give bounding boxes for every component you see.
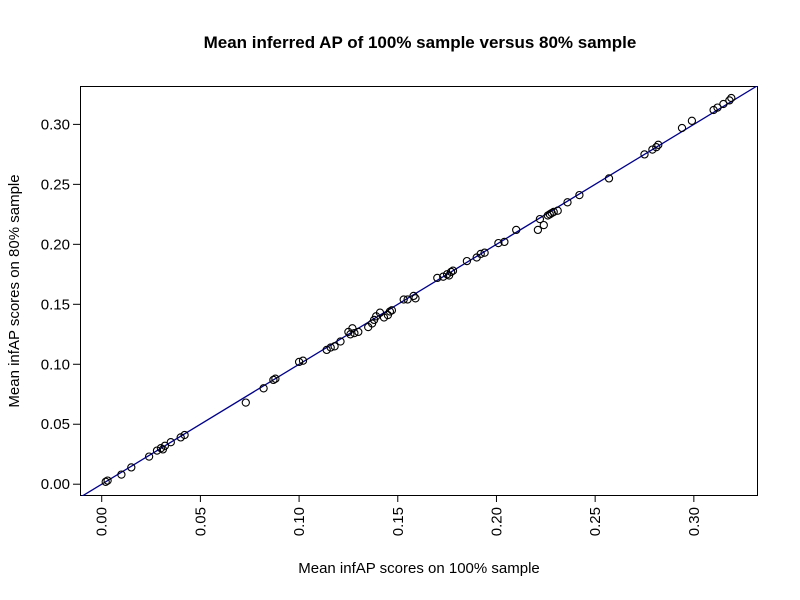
- data-point: [535, 214, 545, 224]
- data-point: [719, 99, 728, 109]
- x-tick-label: 0.05: [192, 507, 209, 536]
- data-point: [713, 103, 722, 112]
- data-point: [336, 337, 345, 346]
- data-point: [385, 307, 395, 316]
- data-point: [399, 295, 408, 304]
- data-point: [117, 470, 126, 479]
- data-point: [103, 476, 112, 485]
- data-point: [326, 343, 335, 352]
- data-point: [241, 398, 250, 407]
- data-point: [375, 308, 385, 317]
- data-points: [101, 93, 736, 486]
- data-point: [512, 225, 521, 235]
- data-point: [409, 291, 418, 301]
- data-point: [575, 190, 584, 200]
- data-point: [387, 306, 397, 315]
- data-point: [411, 294, 420, 303]
- data-point: [322, 345, 331, 355]
- data-point: [604, 174, 614, 183]
- data-point: [298, 356, 308, 365]
- x-tick-label: 0.30: [686, 507, 703, 536]
- y-axis: 0.00 0.05 0.10 0.15 0.20 0.25 0.30: [41, 116, 80, 493]
- data-point: [446, 267, 456, 277]
- y-tick-label: 0.20: [41, 236, 70, 253]
- y-tick-label: 0.25: [41, 176, 70, 193]
- data-point: [350, 328, 359, 338]
- x-tick-label: 0.10: [291, 507, 308, 536]
- data-point: [652, 143, 661, 152]
- data-point: [725, 96, 734, 105]
- data-point: [433, 273, 442, 283]
- data-point: [476, 249, 485, 259]
- data-point: [462, 256, 472, 266]
- data-point: [640, 150, 649, 159]
- data-point: [403, 295, 412, 304]
- chart-title: Mean inferred AP of 100% sample versus 8…: [204, 33, 637, 52]
- x-axis-label: Mean infAP scores on 100% sample: [298, 560, 540, 577]
- data-point: [180, 430, 189, 440]
- x-tick-label: 0.00: [94, 507, 111, 536]
- data-point: [101, 477, 110, 486]
- y-tick-label: 0.10: [41, 356, 70, 373]
- x-axis: 0.00 0.05 0.10 0.15 0.20 0.25 0.30: [94, 495, 703, 536]
- data-point: [330, 342, 339, 351]
- x-tick-label: 0.25: [587, 507, 604, 536]
- y-tick-label: 0.05: [41, 416, 70, 433]
- data-point: [549, 207, 558, 217]
- data-point: [677, 123, 687, 133]
- data-point: [354, 327, 363, 337]
- plot-frame: [80, 86, 758, 496]
- data-point: [271, 374, 280, 383]
- data-point: [166, 438, 175, 447]
- data-point: [144, 452, 154, 461]
- data-point: [480, 248, 489, 257]
- data-point: [127, 463, 136, 472]
- data-point: [533, 225, 543, 235]
- data-point: [553, 206, 562, 215]
- data-point: [500, 237, 509, 247]
- reference-line: [81, 86, 758, 496]
- y-axis-label: Mean infAP scores on 80% sample: [6, 174, 23, 407]
- y-tick-label: 0.15: [41, 296, 70, 313]
- data-point: [727, 93, 736, 103]
- data-point: [294, 357, 304, 367]
- data-point: [448, 266, 458, 275]
- x-tick-label: 0.20: [488, 507, 505, 536]
- data-point: [494, 238, 503, 248]
- data-point: [158, 445, 168, 454]
- y-tick-label: 0.00: [41, 476, 70, 493]
- data-point: [269, 375, 278, 385]
- data-point: [687, 116, 697, 125]
- data-point: [348, 324, 357, 333]
- x-tick-label: 0.15: [390, 507, 407, 536]
- data-point: [539, 220, 548, 230]
- data-point: [442, 270, 452, 279]
- y-tick-label: 0.30: [41, 116, 70, 133]
- data-point: [563, 198, 572, 207]
- data-point: [156, 444, 166, 453]
- data-point: [654, 140, 663, 149]
- data-point: [259, 384, 268, 393]
- data-point: [346, 330, 355, 339]
